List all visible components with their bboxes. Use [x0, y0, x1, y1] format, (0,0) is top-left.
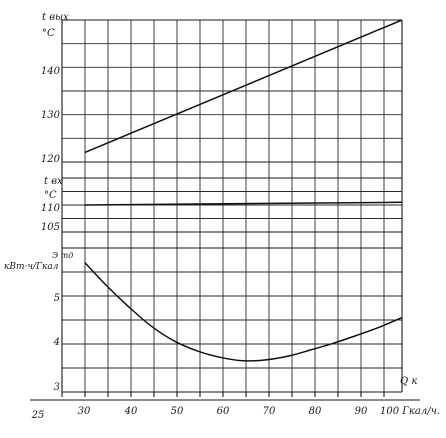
mid-tick-105: 105	[41, 222, 60, 233]
x-tick-70: 70	[263, 406, 276, 417]
top-tick-140: 140	[41, 66, 61, 77]
bot-series-line-0	[84, 261, 403, 362]
bot-tick-5: 5	[54, 293, 60, 304]
x-tick-90: 90	[355, 406, 368, 417]
x-axis-label: Q к	[400, 376, 417, 387]
bot-panel-ylabel: Э тд	[52, 251, 73, 260]
bot-tick-3: 3	[54, 382, 60, 393]
top-panel-ylabel: t вых	[42, 12, 69, 23]
x-tick-100: 100 Гкал/ч.	[380, 406, 440, 417]
x-tick-30: 30	[78, 406, 91, 417]
top-panel-unit: °C	[42, 28, 55, 39]
x-tick-25: 25	[31, 410, 45, 421]
mid-panel-unit: °C	[44, 190, 57, 201]
mid-panel-ylabel: t вх	[44, 176, 63, 187]
x-tick-40: 40	[124, 406, 138, 417]
bot-panel-unit: кВт·ч/Гкал	[4, 262, 59, 272]
x-tick-50: 50	[171, 406, 184, 417]
x-tick-60: 60	[217, 406, 230, 417]
bot-tick-4: 4	[53, 337, 60, 348]
top-tick-120: 120	[41, 154, 61, 165]
x-tick-80: 80	[309, 406, 322, 417]
mid-series-line-0	[84, 201, 403, 206]
grid-layer	[30, 19, 420, 401]
top-tick-130: 130	[41, 110, 61, 121]
top-series-line-0	[84, 19, 403, 154]
curve-layer	[84, 19, 403, 362]
mid-tick-110: 110	[41, 203, 61, 214]
